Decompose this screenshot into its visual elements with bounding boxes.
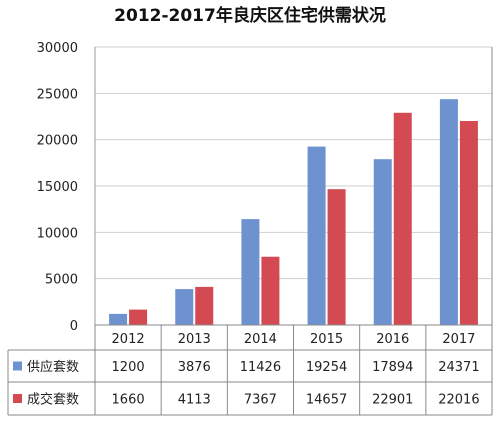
bars	[109, 99, 478, 326]
data-label: 24371	[438, 360, 479, 375]
bar	[109, 313, 128, 325]
y-tick-label: 10000	[37, 226, 78, 241]
legend-label: 供应套数	[27, 359, 79, 375]
chart-title: 2012-2017年良庆区住宅供需状况	[114, 5, 386, 26]
bar	[195, 286, 214, 325]
bar	[307, 146, 326, 325]
bar	[175, 289, 194, 325]
bar	[241, 219, 260, 325]
x-tick-label: 2015	[310, 332, 343, 347]
data-label: 14657	[306, 393, 347, 408]
y-tick-label: 25000	[37, 87, 78, 102]
data-label: 11426	[240, 360, 281, 375]
data-label: 4113	[178, 393, 211, 408]
y-axis-ticks: 0 5000 10000 15000 20000 25000 30000	[37, 41, 78, 334]
x-tick-label: 2014	[244, 332, 277, 347]
legend-swatch	[13, 361, 22, 371]
legend-swatch	[13, 394, 22, 403]
x-tick-label: 2016	[376, 332, 409, 347]
bar	[129, 309, 148, 325]
data-label: 19254	[306, 360, 347, 375]
data-label: 17894	[372, 360, 413, 375]
gridlines	[94, 46, 492, 325]
data-table: 2012 2013 2014 2015 2016 2017 供应套数 1200 3876 1142…	[7, 47, 493, 416]
data-label: 1660	[112, 393, 145, 408]
data-label: 3876	[178, 360, 211, 375]
data-label: 1200	[112, 360, 145, 375]
y-tick-label: 0	[70, 319, 78, 334]
bar	[261, 256, 280, 325]
data-label: 22901	[372, 393, 413, 408]
x-tick-label: 2017	[442, 332, 475, 347]
bar	[459, 120, 478, 325]
bar	[439, 99, 458, 325]
bar	[373, 159, 392, 325]
bar	[393, 112, 412, 326]
y-tick-label: 30000	[37, 41, 78, 56]
data-label: 7367	[244, 393, 277, 408]
data-label: 22016	[438, 393, 479, 408]
y-tick-label: 15000	[37, 180, 78, 195]
x-tick-label: 2013	[178, 332, 211, 347]
x-tick-label: 2012	[112, 332, 145, 347]
y-tick-label: 20000	[37, 134, 78, 149]
y-tick-label: 5000	[45, 273, 78, 288]
bar	[327, 189, 346, 325]
legend-label: 成交套数	[27, 392, 79, 408]
